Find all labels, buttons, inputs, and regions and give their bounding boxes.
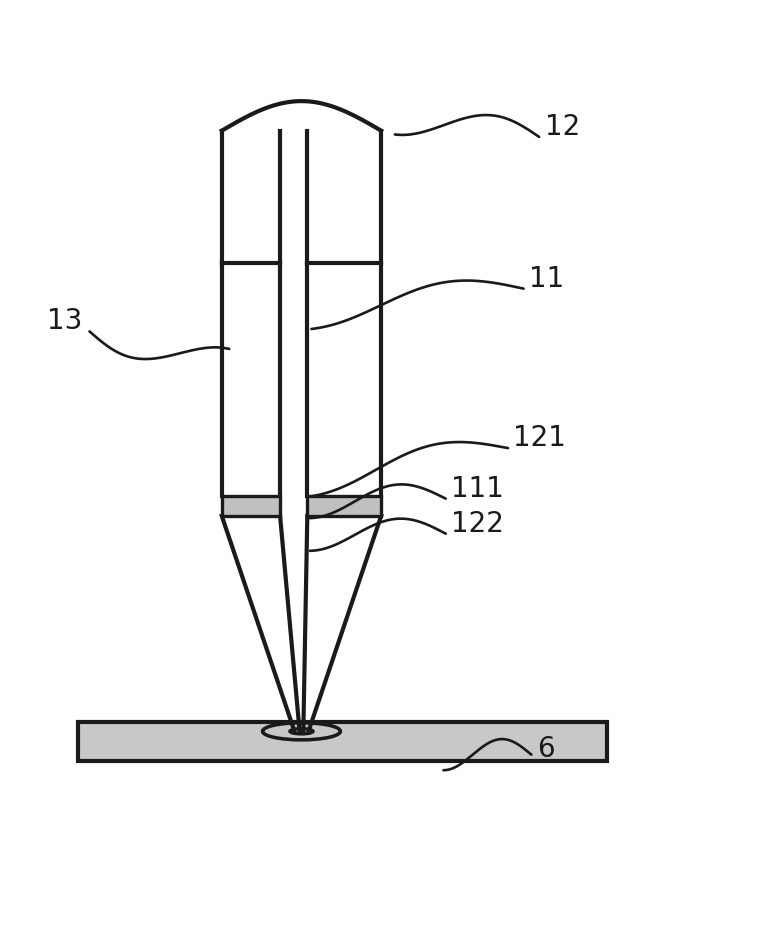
Ellipse shape [298, 730, 305, 732]
Bar [222, 497, 280, 516]
Text: 13: 13 [47, 307, 82, 335]
Bar [78, 722, 607, 761]
Text: 12: 12 [545, 113, 580, 141]
Text: 122: 122 [451, 510, 504, 537]
Text: 11: 11 [529, 265, 564, 292]
Text: 121: 121 [513, 424, 566, 452]
Bar [307, 497, 381, 516]
Text: 111: 111 [451, 475, 504, 502]
Text: 6: 6 [537, 735, 555, 763]
